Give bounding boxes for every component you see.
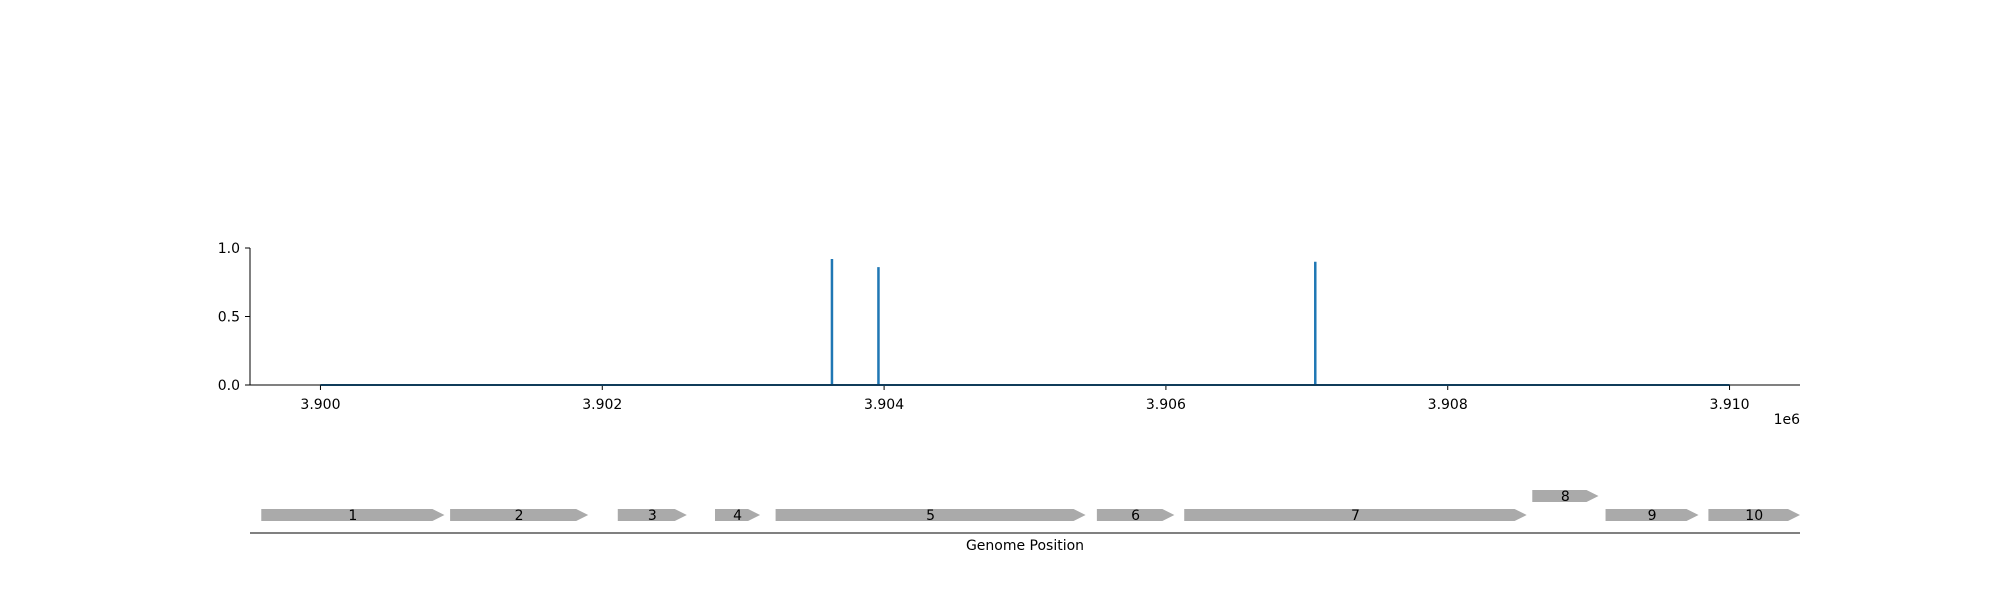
y-tick-label: 0.0 <box>218 378 240 394</box>
x-tick-label: 3.902 <box>582 397 622 413</box>
x-tick-label: 3.904 <box>864 397 904 413</box>
gene-arrow <box>1184 509 1527 521</box>
signal-axis-ticks: 3.900 3.902 3.904 3.906 3.908 3.910 0.0 0.5 1.0 <box>218 241 1750 413</box>
y-tick-label: 0.5 <box>218 310 240 326</box>
gene-label: 10 <box>1745 508 1763 524</box>
gene-arrow <box>617 509 687 521</box>
gene-arrow <box>1532 490 1599 502</box>
gene-arrows: 1 2 3 4 5 6 7 8 9 10 <box>261 489 1800 524</box>
gene-label: 2 <box>515 508 524 524</box>
gene-arrow <box>715 509 761 521</box>
gene-label: 8 <box>1561 489 1570 505</box>
gene-label: 7 <box>1351 508 1360 524</box>
x-tick-label: 3.906 <box>1146 397 1186 413</box>
x-tick-label: 3.908 <box>1428 397 1468 413</box>
gene-label: 6 <box>1131 508 1140 524</box>
signal-series <box>320 258 1730 386</box>
signal-panel: 3.900 3.902 3.904 3.906 3.908 3.9100.00.51.0 … <box>218 241 1800 428</box>
gene-label: 4 <box>733 508 742 524</box>
gene-label: 1 <box>348 508 357 524</box>
gene-label: 9 <box>1648 508 1657 524</box>
x-tick-label: 3.910 <box>1709 397 1749 413</box>
gene-label: 5 <box>926 508 935 524</box>
gene-arrow <box>1708 509 1800 521</box>
y-tick-label: 1.0 <box>218 241 240 257</box>
gene-arrow <box>1605 509 1699 521</box>
gene-arrow <box>775 509 1086 521</box>
x-tick-label: 3.900 <box>300 397 340 413</box>
gene-arrow <box>450 509 589 521</box>
gene-arrow <box>261 509 445 521</box>
gene-label: 3 <box>648 508 657 524</box>
gene-arrow <box>1096 509 1175 521</box>
x-offset-label: 1e6 <box>1774 412 1801 428</box>
gene-track: 1 2 3 4 5 6 7 8 9 10 Genome Position <box>250 489 1800 554</box>
gene-track-xlabel: Genome Position <box>966 538 1084 554</box>
